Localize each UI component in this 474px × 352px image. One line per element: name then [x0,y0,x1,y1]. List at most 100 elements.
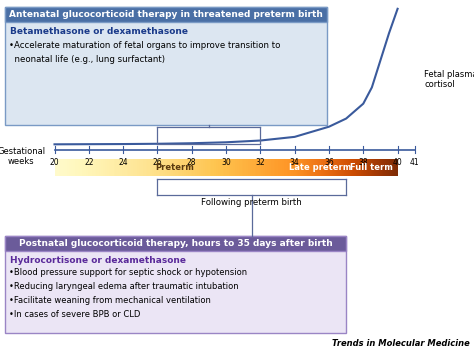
Text: 40: 40 [393,158,402,168]
Bar [93,159,94,176]
Bar [108,159,109,176]
Text: 20: 20 [50,158,59,168]
Bar [72,159,73,176]
Bar [249,159,250,176]
Bar [213,159,214,176]
Bar [289,159,290,176]
Bar [206,159,207,176]
Bar [240,159,241,176]
Bar [119,159,120,176]
Text: •In cases of severe BPB or CLD: •In cases of severe BPB or CLD [9,310,141,320]
Bar [232,159,233,176]
Bar [215,159,216,176]
Bar [89,159,90,176]
Bar [274,159,275,176]
Bar [215,159,217,176]
Bar [58,159,59,176]
Bar [66,159,67,176]
Bar [271,159,272,176]
Bar [77,159,78,176]
Bar [291,159,292,176]
Bar [84,159,85,176]
Bar [106,159,107,176]
Bar [184,159,185,176]
Bar [117,159,118,176]
Bar [205,159,206,176]
Text: •Blood pressure support for septic shock or hypotension: •Blood pressure support for septic shock… [9,268,247,277]
Bar [218,159,219,176]
Bar [62,159,63,176]
Bar [267,159,268,176]
Bar [74,159,75,176]
Text: 32: 32 [255,158,265,168]
Bar [87,159,88,176]
Bar [254,159,255,176]
Bar [272,159,273,176]
Bar [140,159,141,176]
Text: Trends in Molecular Medicine: Trends in Molecular Medicine [331,339,469,348]
Bar [245,159,246,176]
Bar [157,159,158,176]
Bar [198,159,199,176]
Bar [116,159,117,176]
Bar [189,159,190,176]
Bar [102,159,103,176]
Bar [180,159,181,176]
Bar [172,159,173,176]
Bar [136,159,137,176]
Bar [236,159,237,176]
Bar [221,159,222,176]
Bar [294,159,295,176]
Bar [156,159,157,176]
Bar [286,159,287,176]
Bar [197,159,198,176]
Bar [211,159,212,176]
Bar [223,159,224,176]
Bar [94,159,96,176]
Bar [57,159,58,176]
Bar [201,159,202,176]
Bar [242,159,243,176]
Bar [143,159,144,176]
Bar [282,159,283,176]
Bar [146,159,147,176]
Bar [195,159,196,176]
Text: Following preterm birth: Following preterm birth [201,198,302,207]
Text: 38: 38 [358,158,368,168]
Bar [171,159,172,176]
Bar [79,159,81,176]
Bar [78,159,79,176]
Bar [61,159,62,176]
Bar [90,159,91,176]
Bar [188,159,189,176]
Bar [248,159,249,176]
Bar [261,159,262,176]
Bar [278,159,279,176]
Bar [199,159,200,176]
Bar [258,159,259,176]
Bar [82,159,83,176]
Bar [130,159,132,176]
Bar [183,159,184,176]
Bar [127,159,128,176]
Bar [148,159,149,176]
Text: 34: 34 [290,158,300,168]
Bar [244,159,245,176]
FancyBboxPatch shape [5,7,327,22]
Bar [238,159,240,176]
Bar [102,159,104,176]
Bar [268,159,269,176]
Bar [204,159,205,176]
Bar [177,159,178,176]
Bar [251,159,252,176]
Bar [274,159,276,176]
Bar [239,159,240,176]
Bar [59,159,60,176]
Text: •Facilitate weaning from mechanical ventilation: •Facilitate weaning from mechanical vent… [9,296,211,306]
Bar [165,159,166,176]
Bar [162,159,163,176]
Bar [104,159,105,176]
Bar [124,159,125,176]
Bar [200,159,201,176]
Bar [181,159,182,176]
